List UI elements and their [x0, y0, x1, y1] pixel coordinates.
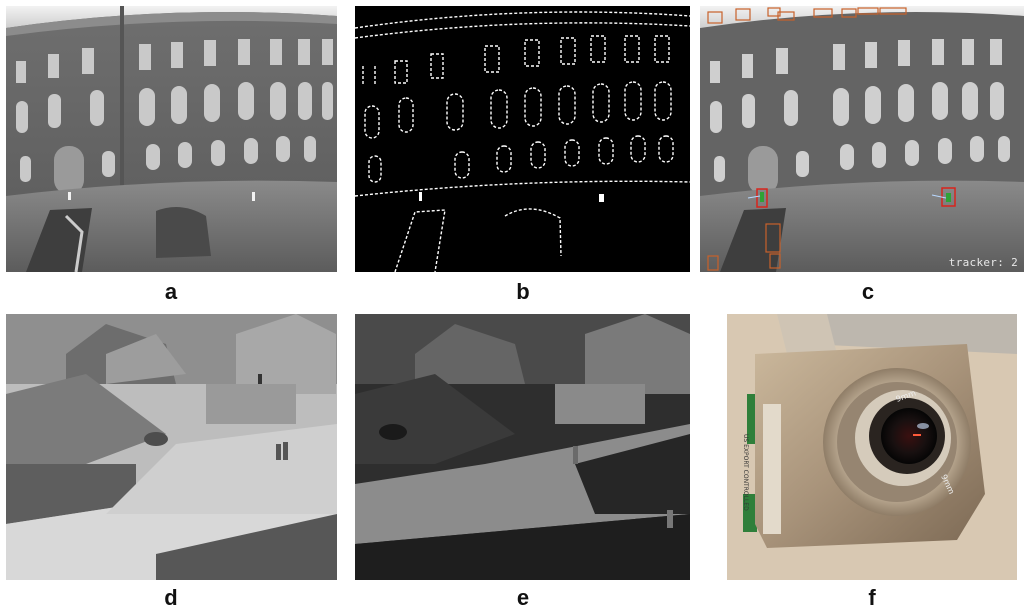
building-thermal-image — [6, 6, 337, 272]
panel-label-a: a — [164, 279, 178, 304]
panel-label-e: e — [516, 585, 530, 610]
street-inverted-thermal-image — [355, 314, 690, 580]
tracker-count-text: tracker: 2 — [948, 256, 1018, 269]
panel-c-tracking: tracker: 2 — [700, 6, 1024, 272]
panel-label-c: c — [861, 279, 875, 304]
panel-b-foreground-mask — [355, 6, 690, 272]
panel-label-d: d — [164, 585, 178, 610]
binary-mask-image — [355, 6, 690, 272]
panel-f-camera-photo: 9mm 9mm US EXPORT CONTROLLED — [727, 314, 1017, 580]
panel-e-thermal-street-inverted — [355, 314, 690, 580]
street-thermal-image — [6, 314, 337, 580]
panel-a-thermal-building — [6, 6, 337, 272]
panel-d-thermal-street — [6, 314, 337, 580]
tracking-result-image — [700, 6, 1024, 272]
panel-label-b: b — [516, 279, 530, 304]
panel-label-f: f — [868, 585, 876, 610]
thermal-camera-photo: 9mm 9mm — [727, 314, 1017, 580]
camera-export-label: US EXPORT CONTROLLED — [742, 434, 749, 511]
